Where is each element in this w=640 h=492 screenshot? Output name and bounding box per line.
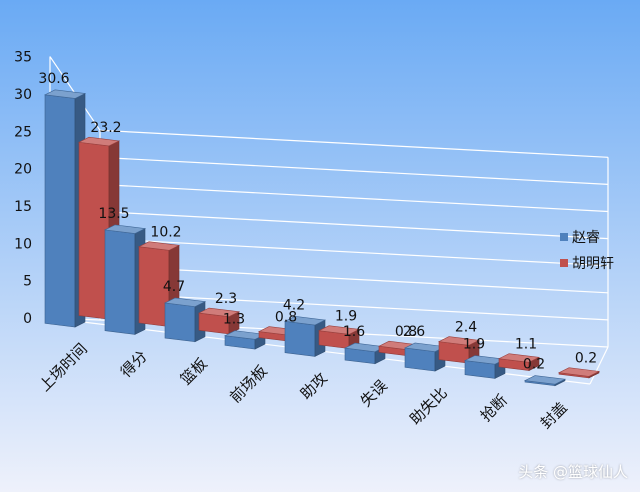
data-label: 4.7 (163, 279, 185, 295)
gridline (99, 156, 609, 185)
data-label: 0.8 (395, 324, 417, 340)
bar-front (104, 229, 136, 335)
data-label: 0.2 (523, 357, 545, 373)
data-label: 2.4 (455, 320, 477, 336)
y-tick-label: 5 (23, 274, 32, 290)
data-label: 23.2 (90, 120, 121, 136)
data-label: 2.6 (403, 324, 425, 340)
gridline (99, 265, 609, 294)
data-label: 1.9 (463, 337, 485, 353)
y-tick-label: 35 (14, 50, 32, 66)
legend-label: 胡明轩 (572, 256, 614, 272)
bars (43, 89, 601, 387)
gridline (99, 238, 609, 267)
bar-front (404, 347, 436, 372)
bar-top (137, 241, 181, 251)
data-label: 10.2 (150, 225, 181, 241)
bar-top (283, 316, 327, 326)
data-labels: 30.623.213.510.24.72.31.3 0.84.21.91.6 0.8… (38, 71, 597, 373)
data-label: 30.6 (38, 71, 69, 87)
bar-top (43, 89, 87, 99)
gridline (99, 211, 609, 240)
bar-top (163, 297, 207, 307)
data-label: 1.9 (335, 309, 357, 325)
data-label: 1.6 (343, 324, 365, 340)
bar-top (317, 325, 361, 335)
bar-top (197, 307, 241, 318)
y-tick-label: 10 (14, 236, 32, 252)
bar-front (44, 94, 76, 328)
bar-series2 (197, 307, 241, 335)
gridline (99, 292, 609, 321)
legend-label: 赵睿 (572, 230, 600, 246)
y-tick-label: 0 (23, 311, 32, 327)
floor-edge (589, 346, 609, 385)
bar-top (437, 336, 481, 346)
data-label: 4.2 (283, 297, 305, 313)
bar-top (523, 375, 567, 385)
gridline (99, 183, 609, 213)
bar-series1 (403, 342, 447, 372)
bar-top (497, 353, 541, 363)
gridline (99, 129, 609, 158)
bar-top (103, 224, 147, 234)
watermark: 头条 @篮球仙人 (518, 463, 628, 481)
bar-series2 (437, 336, 481, 364)
legend-swatch (560, 259, 568, 267)
data-label: 0.2 (575, 351, 597, 367)
bar-series2 (557, 367, 601, 379)
data-label: 1.1 (515, 337, 537, 353)
y-tick-label: 30 (14, 87, 32, 103)
legend-swatch (560, 233, 568, 241)
y-axis-ticks: 0 5 10 15 20 25 30 35 (14, 50, 32, 327)
bar-front (164, 302, 196, 343)
data-label: 2.3 (215, 291, 237, 307)
data-label: 1.3 (223, 312, 245, 328)
bar-series2 (497, 353, 541, 372)
bar-front (284, 321, 316, 357)
y-tick-label: 20 (14, 162, 32, 178)
y-tick-label: 15 (14, 199, 32, 215)
bar-series1 (523, 375, 567, 387)
y-tick-label: 25 (14, 124, 32, 140)
data-label: 13.5 (98, 206, 129, 222)
bar-top (77, 136, 121, 147)
bar-front (78, 141, 110, 320)
data-label: 0.8 (275, 310, 297, 326)
bar-top (557, 367, 601, 377)
